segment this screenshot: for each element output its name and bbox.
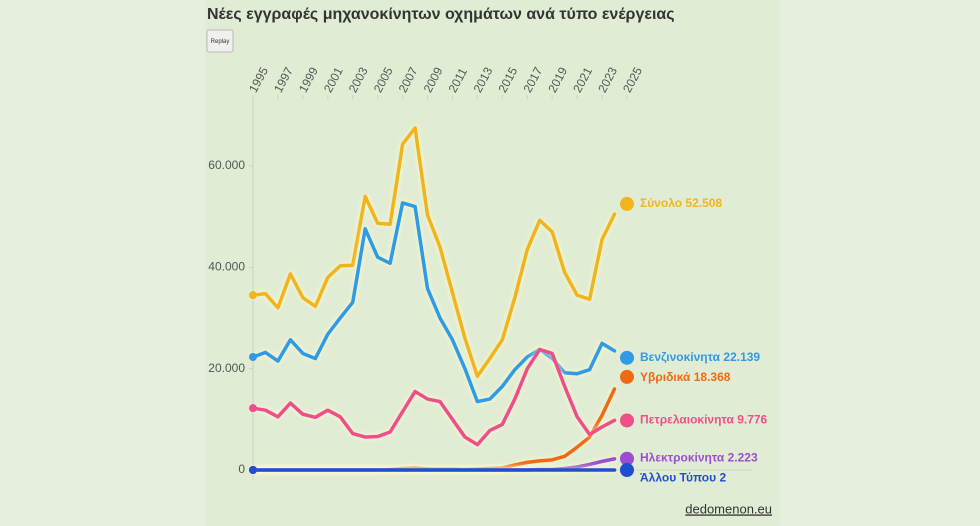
chart-title: Νέες εγγραφές μηχανοκίνητων οχημάτων ανά… (207, 6, 675, 23)
end-label: Πετρελαιοκίνητα 9.776 (640, 413, 768, 427)
end-dot (620, 350, 634, 365)
button-box[interactable] (206, 29, 234, 53)
end-value-label: 22.139 (723, 350, 760, 364)
series-line (251, 347, 617, 447)
start-dot (249, 353, 257, 362)
y-tick-label: 40.000 (208, 259, 245, 273)
series-name: Ηλεκτροκίνητα (640, 451, 725, 465)
end-label: Σύνολο 52.508 (640, 196, 722, 210)
source-link[interactable]: dedomenon.eu (685, 501, 772, 516)
end-label: Υβριδικά 18.368 (640, 370, 731, 384)
end-value-label: 52.508 (685, 196, 722, 210)
end-dot (620, 413, 634, 428)
start-dot (249, 466, 257, 474)
y-tick-label: 20.000 (208, 361, 245, 375)
panel (205, 0, 780, 526)
end-value-label: 18.368 (694, 370, 731, 384)
y-tick-label: 0 (238, 462, 245, 476)
end-value-label: 2.223 (728, 451, 758, 465)
series-name: Άλλου Τύπου (640, 471, 716, 485)
end-label: Βενζινοκίνητα 22.139 (640, 350, 760, 364)
series-name: Πετρελαιοκίνητα (640, 413, 734, 427)
end-dot (620, 451, 634, 466)
start-dot (249, 404, 257, 413)
series-name: Βενζινοκίνητα (640, 350, 721, 364)
end-value-label: 2 (719, 471, 726, 485)
end-dot (620, 369, 634, 384)
series-name: Υβριδικά (640, 370, 691, 384)
end-label: Ηλεκτροκίνητα 2.223 (640, 451, 758, 465)
end-label: Άλλου Τύπου 2 (640, 471, 726, 485)
start-dot (249, 291, 257, 300)
end-dot (620, 462, 634, 477)
replay-button[interactable]: Replay (206, 29, 234, 53)
series-line (251, 126, 617, 379)
series-name: Σύνολο (640, 196, 682, 210)
button-label[interactable]: Replay (211, 39, 230, 45)
end-value-label: 9.776 (737, 413, 767, 427)
y-tick-label: 60.000 (208, 158, 245, 172)
end-dot (620, 196, 634, 211)
